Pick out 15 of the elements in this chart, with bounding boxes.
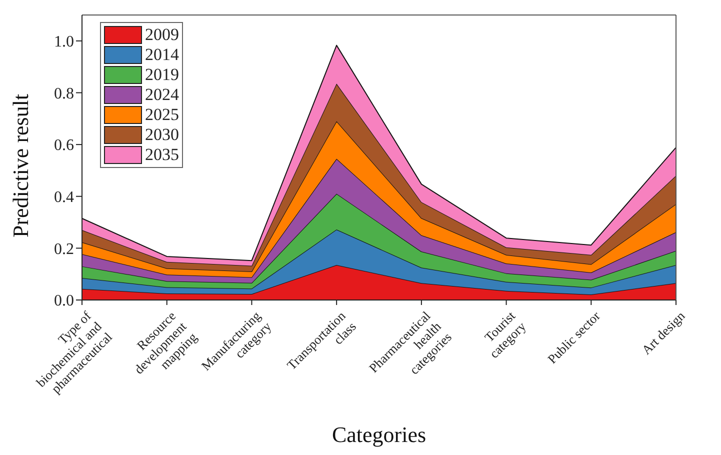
y-tick-label: 0.0 xyxy=(54,292,74,310)
legend-label: 2035 xyxy=(145,145,179,165)
x-axis-title: Categories xyxy=(332,422,426,447)
y-axis-title: Predictive result xyxy=(8,94,33,238)
legend-label: 2014 xyxy=(145,45,179,65)
y-tick-label: 0.6 xyxy=(54,137,74,154)
y-tick-label: 1.0 xyxy=(54,34,74,51)
legend-label: 2024 xyxy=(145,85,179,105)
legend-label: 2019 xyxy=(145,65,179,85)
y-tick-label: 0.8 xyxy=(54,85,74,102)
legend-label: 2025 xyxy=(145,105,179,125)
y-tick-label: 0.4 xyxy=(54,189,74,206)
y-tick-label: 0.2 xyxy=(54,240,74,258)
legend-label: 2030 xyxy=(145,125,179,145)
legend-label: 2009 xyxy=(145,25,179,45)
